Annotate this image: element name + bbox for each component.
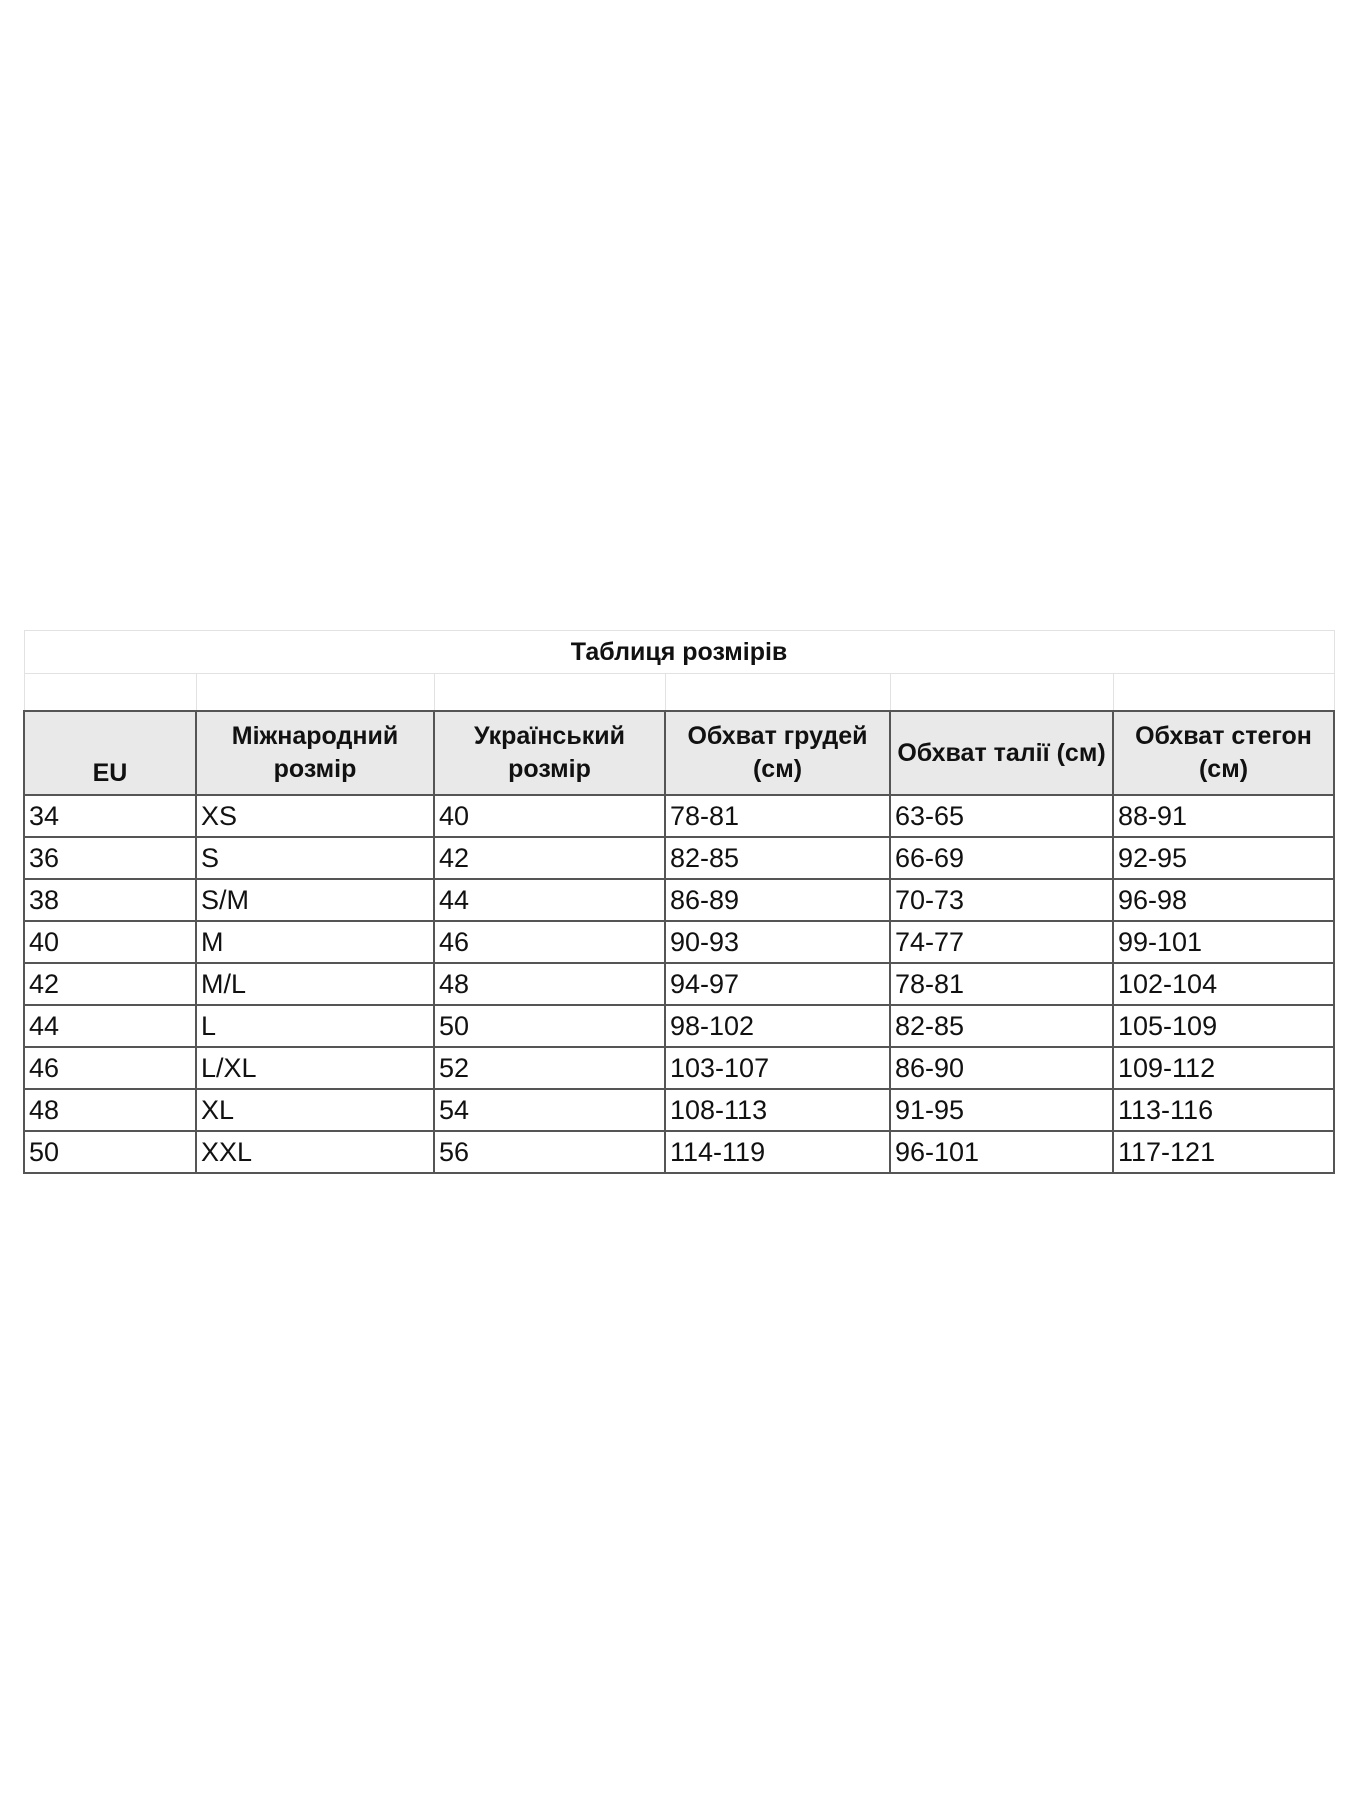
title-row: Таблиця розмірів	[23, 630, 1335, 674]
table-cell: 98-102	[664, 1004, 891, 1048]
table-cell: 48	[23, 1088, 197, 1132]
table-cell: 54	[433, 1088, 666, 1132]
table-cell: 94-97	[664, 962, 891, 1006]
table-cell: 44	[23, 1004, 197, 1048]
table-cell: 82-85	[889, 1004, 1114, 1048]
blank-row	[23, 673, 1335, 712]
table-cell: 88-91	[1111, 794, 1336, 838]
table-cell: 44	[433, 878, 666, 922]
column-header: EU	[23, 710, 197, 796]
table-cell: 40	[433, 794, 666, 838]
table-cell: 114-119	[664, 1130, 891, 1174]
table-row: 42 M/L 48 94-97 78-81 102-104	[23, 962, 1336, 1006]
table-row: 34 XS 40 78-81 63-65 88-91	[23, 794, 1336, 838]
table-cell: 96-98	[1111, 878, 1336, 922]
table-cell: S/M	[195, 878, 435, 922]
table-cell: 86-90	[889, 1046, 1114, 1090]
table-cell: 109-112	[1111, 1046, 1336, 1090]
table-cell: 92-95	[1111, 836, 1336, 880]
table-cell: 42	[23, 962, 197, 1006]
table-row: 44 L 50 98-102 82-85 105-109	[23, 1004, 1336, 1048]
table-cell: 56	[433, 1130, 666, 1174]
table-cell: 48	[433, 962, 666, 1006]
table-cell: 103-107	[664, 1046, 891, 1090]
table-cell: 90-93	[664, 920, 891, 964]
table-cell: 52	[433, 1046, 666, 1090]
table-cell: L/XL	[195, 1046, 435, 1090]
column-header: Обхват талії (см)	[889, 710, 1114, 796]
table-body: EU Міжнародний розмір Український розмір…	[23, 710, 1336, 1174]
table-cell: 40	[23, 920, 197, 964]
table-row: 50 XXL 56 114-119 96-101 117-121	[23, 1130, 1336, 1174]
table-cell: 46	[23, 1046, 197, 1090]
table-cell: 86-89	[664, 878, 891, 922]
table-cell: 42	[433, 836, 666, 880]
size-table: Таблиця розмірів EU Міжнародний розмір У…	[23, 630, 1336, 1174]
table-cell: 99-101	[1111, 920, 1336, 964]
table-cell: M	[195, 920, 435, 964]
table-cell: 78-81	[889, 962, 1114, 1006]
table-cell: 63-65	[889, 794, 1114, 838]
table-row: 36 S 42 82-85 66-69 92-95	[23, 836, 1336, 880]
table-cell: 50	[433, 1004, 666, 1048]
column-header: Міжнародний розмір	[195, 710, 435, 796]
table-cell: XL	[195, 1088, 435, 1132]
column-header: Український розмір	[433, 710, 666, 796]
column-header: Обхват грудей (см)	[664, 710, 891, 796]
table-cell: 36	[23, 836, 197, 880]
table-cell: 70-73	[889, 878, 1114, 922]
table-cell: S	[195, 836, 435, 880]
table-cell: 105-109	[1111, 1004, 1336, 1048]
table-cell: 74-77	[889, 920, 1114, 964]
table-row: 48 XL 54 108-113 91-95 113-116	[23, 1088, 1336, 1132]
table-cell: 82-85	[664, 836, 891, 880]
table-row: 38 S/M 44 86-89 70-73 96-98	[23, 878, 1336, 922]
column-header: Обхват стегон (см)	[1111, 710, 1336, 796]
table-cell: XXL	[195, 1130, 435, 1174]
table-row: 46 L/XL 52 103-107 86-90 109-112	[23, 1046, 1336, 1090]
table-cell: XS	[195, 794, 435, 838]
table-cell: 102-104	[1111, 962, 1336, 1006]
table-cell: 38	[23, 878, 197, 922]
table-cell: 91-95	[889, 1088, 1114, 1132]
table-cell: 117-121	[1111, 1130, 1336, 1174]
table-cell: 113-116	[1111, 1088, 1336, 1132]
table-cell: 96-101	[889, 1130, 1114, 1174]
table-cell: 108-113	[664, 1088, 891, 1132]
size-chart: Таблиця розмірів EU Міжнародний розмір У…	[23, 630, 1336, 1174]
table-row: 40 M 46 90-93 74-77 99-101	[23, 920, 1336, 964]
table-cell: 50	[23, 1130, 197, 1174]
table-cell: 34	[23, 794, 197, 838]
table-cell: 46	[433, 920, 666, 964]
header-row: EU Міжнародний розмір Український розмір…	[23, 710, 1336, 796]
table-cell: 66-69	[889, 836, 1114, 880]
table-title: Таблиця розмірів	[23, 630, 1335, 674]
table-cell: 78-81	[664, 794, 891, 838]
table-cell: M/L	[195, 962, 435, 1006]
table-cell: L	[195, 1004, 435, 1048]
